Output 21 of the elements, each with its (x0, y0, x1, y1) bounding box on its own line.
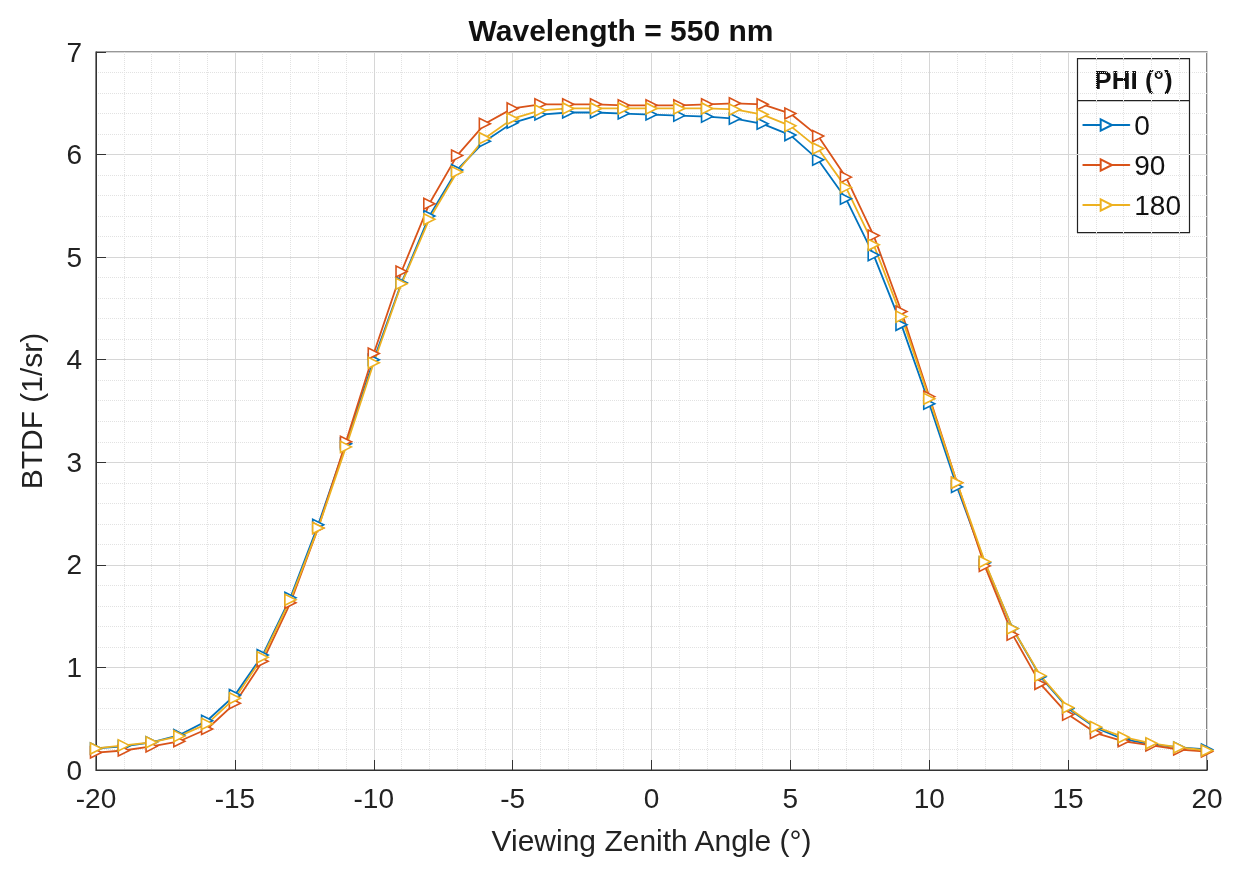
y-tick-label: 3 (66, 446, 82, 478)
x-axis-title: Viewing Zenith Angle (°) (491, 823, 812, 857)
x-tick-label: -15 (214, 782, 256, 814)
x-tick-label: 5 (782, 782, 799, 814)
legend-label: 180 (1134, 189, 1181, 221)
y-tick-label: 5 (66, 241, 82, 273)
legend-label: 0 (1134, 109, 1150, 141)
x-tick-label: -10 (353, 782, 394, 814)
y-tick-label: 6 (66, 139, 82, 171)
y-tick-label: 1 (66, 651, 82, 683)
y-tick-label: 7 (66, 36, 82, 68)
x-tick-label: -5 (500, 782, 526, 814)
legend-label: 90 (1134, 149, 1166, 181)
chart-title: Wavelength = 550 nm (468, 13, 774, 47)
x-tick-label: 15 (1052, 782, 1084, 814)
x-tick-label: 20 (1191, 782, 1223, 814)
y-tick-label: 2 (66, 549, 82, 581)
x-tick-label: 0 (643, 782, 660, 814)
y-axis-title: BTDF (1/sr) (14, 332, 48, 490)
y-tick-label: 4 (66, 344, 82, 376)
x-tick-label: 10 (913, 782, 945, 814)
